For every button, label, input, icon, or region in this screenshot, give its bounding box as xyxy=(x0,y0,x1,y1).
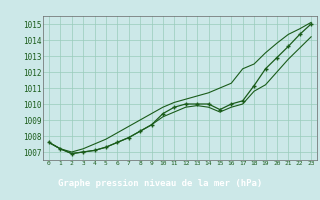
Text: Graphe pression niveau de la mer (hPa): Graphe pression niveau de la mer (hPa) xyxy=(58,179,262,188)
